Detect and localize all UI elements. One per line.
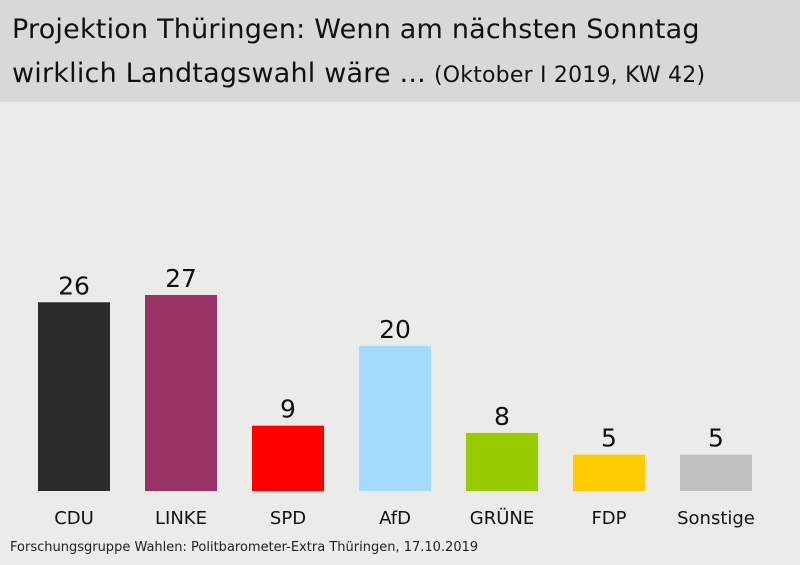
category-label-afd: AfD (379, 508, 411, 529)
bar-linke (145, 295, 217, 491)
bar-afd (359, 345, 431, 491)
bar-sonstige (680, 454, 752, 491)
chart-title-line1: Projektion Thüringen: Wenn am nächsten S… (12, 14, 700, 45)
data-label-cdu: 26 (58, 271, 90, 300)
chart-title-line2: wirklich Landtagswahl wäre ... (Oktober I… (12, 58, 705, 89)
bar-spd (252, 425, 324, 491)
chart-subtitle: (Oktober I 2019, KW 42) (433, 63, 706, 88)
chart-title-line2-text: wirklich Landtagswahl wäre ... (12, 58, 426, 89)
bar-cdu (38, 302, 110, 491)
bar-grüne (466, 432, 538, 491)
category-label-sonstige: Sonstige (677, 508, 755, 529)
category-label-linke: LINKE (155, 508, 207, 529)
source-note: Forschungsgruppe Wahlen: Politbarometer-… (10, 540, 479, 555)
category-label-cdu: CDU (54, 508, 94, 529)
category-label-fdp: FDP (591, 508, 626, 529)
category-label-spd: SPD (270, 508, 306, 529)
data-label-fdp: 5 (601, 424, 617, 453)
data-label-spd: 9 (280, 395, 296, 424)
chart-header: Projektion Thüringen: Wenn am nächsten S… (0, 0, 800, 102)
data-label-linke: 27 (165, 264, 197, 293)
bar-fdp (573, 454, 645, 491)
data-label-afd: 20 (379, 315, 411, 344)
bar-chart: 26 CDU 27 LINKE 9 SPD 20 AfD 8 GRÜNE 5 FDP 5 Sonstige (38, 264, 755, 529)
data-label-sonstige: 5 (708, 424, 724, 453)
category-label-grüne: GRÜNE (470, 507, 534, 529)
data-label-grüne: 8 (494, 402, 510, 431)
